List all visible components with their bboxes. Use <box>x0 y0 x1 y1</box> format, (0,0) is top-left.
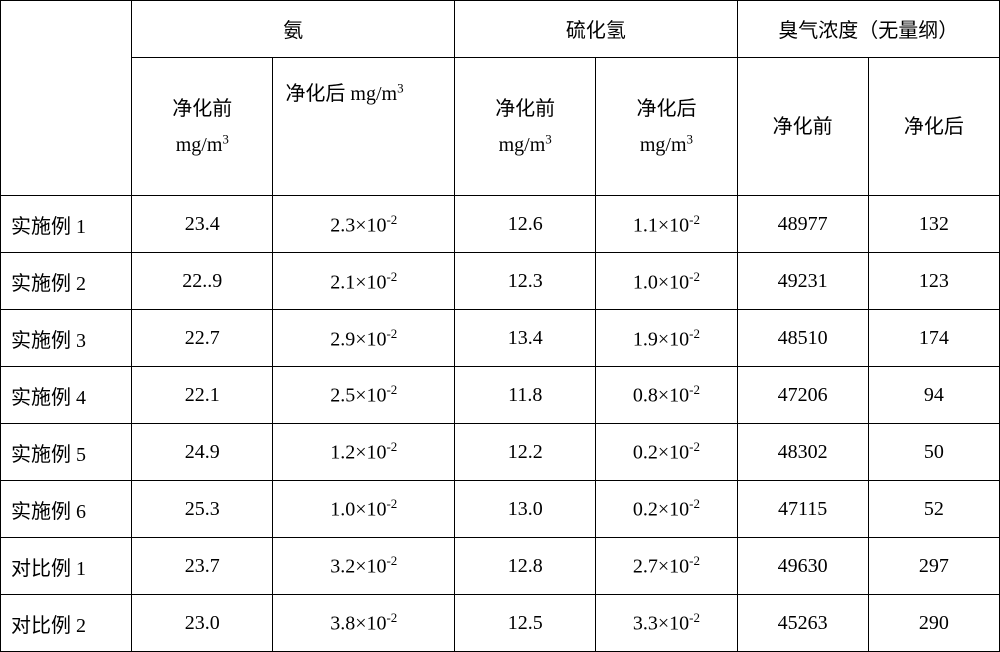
row-label: 实施例 3 <box>1 310 132 367</box>
cell: 45263 <box>737 595 868 652</box>
cell: 2.1×10-2 <box>273 253 455 310</box>
table-row: 实施例 2 22..9 2.1×10-2 12.3 1.0×10-2 49231… <box>1 253 1000 310</box>
cell: 23.4 <box>132 196 273 253</box>
cell: 3.3×10-2 <box>596 595 737 652</box>
cell: 48977 <box>737 196 868 253</box>
cell: 290 <box>868 595 999 652</box>
header-row-1: 氨 硫化氢 臭气浓度（无量纲） <box>1 1 1000 58</box>
cell: 24.9 <box>132 424 273 481</box>
table-row: 实施例 3 22.7 2.9×10-2 13.4 1.9×10-2 48510 … <box>1 310 1000 367</box>
row-label: 对比例 1 <box>1 538 132 595</box>
cell: 22.7 <box>132 310 273 367</box>
group-header-h2s: 硫化氢 <box>455 1 738 58</box>
cell: 0.2×10-2 <box>596 424 737 481</box>
cell: 47115 <box>737 481 868 538</box>
cell: 48510 <box>737 310 868 367</box>
table-row: 对比例 1 23.7 3.2×10-2 12.8 2.7×10-2 49630 … <box>1 538 1000 595</box>
cell: 12.6 <box>455 196 596 253</box>
cell: 22..9 <box>132 253 273 310</box>
group-header-odor: 臭气浓度（无量纲） <box>737 1 999 58</box>
cell: 132 <box>868 196 999 253</box>
cell: 0.2×10-2 <box>596 481 737 538</box>
cell: 1.0×10-2 <box>273 481 455 538</box>
corner-cell <box>1 1 132 196</box>
cell: 12.5 <box>455 595 596 652</box>
cell: 12.2 <box>455 424 596 481</box>
data-table: 氨 硫化氢 臭气浓度（无量纲） 净化前 mg/m3 净化后 mg/m3 净化前 … <box>0 0 1000 652</box>
table-container: 氨 硫化氢 臭气浓度（无量纲） 净化前 mg/m3 净化后 mg/m3 净化前 … <box>0 0 1000 652</box>
cell: 49231 <box>737 253 868 310</box>
cell: 174 <box>868 310 999 367</box>
cell: 48302 <box>737 424 868 481</box>
subheader-h2s-before: 净化前 mg/m3 <box>455 57 596 196</box>
table-row: 实施例 5 24.9 1.2×10-2 12.2 0.2×10-2 48302 … <box>1 424 1000 481</box>
cell: 1.2×10-2 <box>273 424 455 481</box>
row-label: 实施例 5 <box>1 424 132 481</box>
table-row: 对比例 2 23.0 3.8×10-2 12.5 3.3×10-2 45263 … <box>1 595 1000 652</box>
row-label: 实施例 2 <box>1 253 132 310</box>
group-header-ammonia: 氨 <box>132 1 455 58</box>
cell: 49630 <box>737 538 868 595</box>
cell: 2.9×10-2 <box>273 310 455 367</box>
cell: 0.8×10-2 <box>596 367 737 424</box>
table-row: 实施例 6 25.3 1.0×10-2 13.0 0.2×10-2 47115 … <box>1 481 1000 538</box>
subheader-h2s-after: 净化后 mg/m3 <box>596 57 737 196</box>
row-label: 实施例 4 <box>1 367 132 424</box>
cell: 2.7×10-2 <box>596 538 737 595</box>
cell: 12.3 <box>455 253 596 310</box>
cell: 47206 <box>737 367 868 424</box>
cell: 52 <box>868 481 999 538</box>
cell: 3.2×10-2 <box>273 538 455 595</box>
cell: 94 <box>868 367 999 424</box>
cell: 23.0 <box>132 595 273 652</box>
cell: 23.7 <box>132 538 273 595</box>
cell: 1.1×10-2 <box>596 196 737 253</box>
cell: 1.0×10-2 <box>596 253 737 310</box>
subheader-odor-before: 净化前 <box>737 57 868 196</box>
cell: 3.8×10-2 <box>273 595 455 652</box>
header-row-2: 净化前 mg/m3 净化后 mg/m3 净化前 mg/m3 净化后 mg/m3 … <box>1 57 1000 196</box>
cell: 13.0 <box>455 481 596 538</box>
cell: 123 <box>868 253 999 310</box>
table-row: 实施例 1 23.4 2.3×10-2 12.6 1.1×10-2 48977 … <box>1 196 1000 253</box>
cell: 22.1 <box>132 367 273 424</box>
cell: 2.5×10-2 <box>273 367 455 424</box>
subheader-odor-after: 净化后 <box>868 57 999 196</box>
row-label: 对比例 2 <box>1 595 132 652</box>
cell: 11.8 <box>455 367 596 424</box>
row-label: 实施例 1 <box>1 196 132 253</box>
cell: 25.3 <box>132 481 273 538</box>
cell: 12.8 <box>455 538 596 595</box>
cell: 13.4 <box>455 310 596 367</box>
cell: 50 <box>868 424 999 481</box>
cell: 297 <box>868 538 999 595</box>
subheader-ammonia-before: 净化前 mg/m3 <box>132 57 273 196</box>
cell: 1.9×10-2 <box>596 310 737 367</box>
subheader-ammonia-after: 净化后 mg/m3 <box>273 57 455 196</box>
cell: 2.3×10-2 <box>273 196 455 253</box>
row-label: 实施例 6 <box>1 481 132 538</box>
table-row: 实施例 4 22.1 2.5×10-2 11.8 0.8×10-2 47206 … <box>1 367 1000 424</box>
